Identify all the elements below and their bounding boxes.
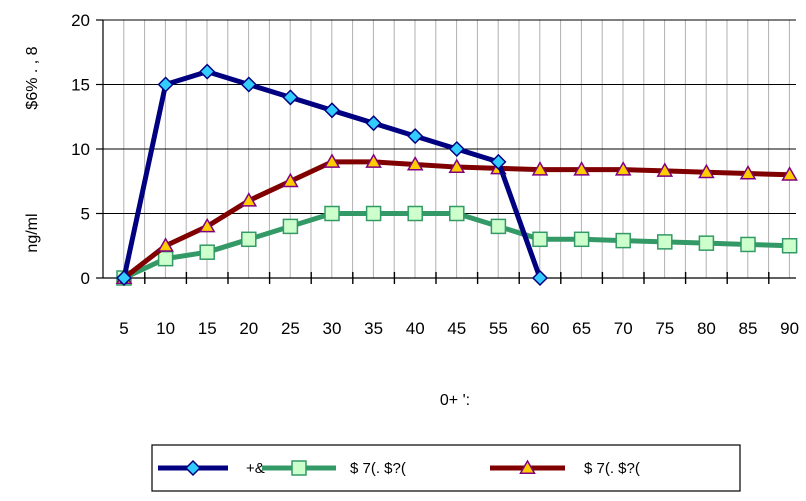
series-3 <box>115 153 798 284</box>
data-point-diamond <box>282 89 299 106</box>
legend: +& $ 7(. $?( $ 7(. $?( <box>151 444 741 492</box>
data-point-triangle <box>406 155 424 171</box>
data-point-square <box>449 205 465 222</box>
y-tick-label: 15 <box>71 76 90 95</box>
data-point-diamond <box>240 76 257 93</box>
y-tick-label: 5 <box>81 205 90 224</box>
data-point-diamond <box>157 76 174 93</box>
legend-box <box>151 444 741 492</box>
data-point-diamond <box>199 63 216 80</box>
x-tick-label: 85 <box>739 319 758 338</box>
y-tick-label: 10 <box>71 140 90 159</box>
data-point-diamond <box>490 153 507 170</box>
data-point-triangle <box>573 161 590 176</box>
data-point-diamond <box>184 459 202 477</box>
data-point-square <box>490 218 507 235</box>
data-point-triangle <box>157 237 174 252</box>
data-point-triangle <box>519 459 536 474</box>
data-point-diamond <box>407 128 424 145</box>
x-axis-label: 0+ ': <box>440 392 470 409</box>
legend-label: $ 7(. $?( <box>584 460 640 477</box>
x-tick-label: 15 <box>198 319 217 338</box>
data-point-diamond <box>448 140 465 158</box>
data-point-square <box>199 244 215 260</box>
data-point-triangle <box>365 153 382 168</box>
data-point-triangle <box>739 164 757 180</box>
series-2 <box>116 205 798 286</box>
y-axis-label-bottom: ng/ml <box>24 213 41 252</box>
legend-label: $ 7(. $?( <box>350 460 406 477</box>
data-point-square <box>241 231 257 248</box>
data-point-square <box>698 235 715 251</box>
data-point-triangle <box>698 163 715 179</box>
data-point-square <box>532 231 548 248</box>
data-point-square <box>740 236 756 253</box>
legend-label: +& <box>246 460 265 477</box>
x-tick-label: 35 <box>364 319 383 338</box>
data-point-diamond <box>115 269 133 287</box>
data-point-square <box>157 250 174 267</box>
x-tick-label: 30 <box>323 319 342 338</box>
data-point-diamond <box>531 269 549 287</box>
x-tick-label: 45 <box>447 319 466 338</box>
x-tick-label: 70 <box>614 319 633 338</box>
x-tick-label: 65 <box>572 319 591 338</box>
data-point-square <box>365 205 382 222</box>
data-point-triangle <box>614 161 632 176</box>
data-point-triangle <box>656 162 674 177</box>
data-point-triangle <box>282 172 299 188</box>
y-tick-label: 0 <box>81 269 90 288</box>
data-point-square <box>781 238 798 254</box>
x-tick-label: 75 <box>655 319 674 338</box>
data-point-square <box>291 460 307 476</box>
data-point-square <box>407 205 423 222</box>
data-point-square <box>282 218 299 235</box>
x-tick-label: 60 <box>531 319 550 338</box>
x-tick-label: 80 <box>697 319 716 338</box>
data-point-triangle <box>198 217 216 233</box>
data-point-diamond <box>365 115 382 132</box>
y-axis-label-top: $6% . , 8 <box>24 46 41 109</box>
x-tick-label: 5 <box>119 319 128 338</box>
series-1 <box>115 63 549 287</box>
data-point-square <box>615 232 631 249</box>
data-point-diamond <box>323 102 341 119</box>
tick-labels: 0 5 10 15 20 5 10 15 20 25 30 35 40 45 55 60 65 70 75 80 85 9… <box>71 11 799 338</box>
x-tick-label: 40 <box>406 319 425 338</box>
x-tick-label: 20 <box>239 319 258 338</box>
x-tick-label: 10 <box>156 319 175 338</box>
x-tick-label: 55 <box>489 319 508 338</box>
data-point-triangle <box>781 166 798 181</box>
data-point-square <box>573 231 590 248</box>
data-point-triangle <box>448 158 466 174</box>
x-tick-label: 90 <box>780 319 799 338</box>
data-point-triangle <box>240 192 258 207</box>
series-layer <box>115 63 798 287</box>
data-point-triangle <box>531 161 549 176</box>
data-point-triangle <box>323 153 341 168</box>
data-point-square <box>324 205 340 222</box>
axes <box>96 19 796 284</box>
x-tick-label: 25 <box>281 319 300 338</box>
data-point-square <box>657 234 673 250</box>
y-tick-label: 20 <box>71 11 90 30</box>
